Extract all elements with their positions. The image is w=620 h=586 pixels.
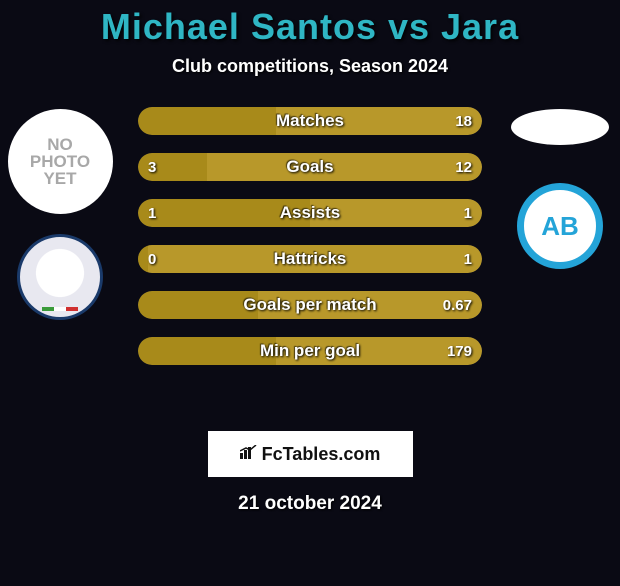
comparison-area: NOPHOTOYET Matches18Goals312Assists11Hat… — [0, 107, 620, 407]
stat-value-right: 1 — [464, 245, 472, 273]
left-player-avatar: NOPHOTOYET — [8, 109, 113, 214]
stat-value-right: 12 — [455, 153, 472, 181]
stat-bar: Min per goal179 — [138, 337, 482, 365]
stat-bar: Assists1 1 — [138, 199, 482, 227]
stat-label: Assists — [138, 199, 482, 227]
stat-value-right: 1 — [464, 199, 472, 227]
stat-label: Goals — [138, 153, 482, 181]
stat-bar: Hattricks0 1 — [138, 245, 482, 273]
right-player-avatar — [511, 109, 609, 145]
brand-badge: FcTables.com — [208, 431, 413, 477]
stat-label: Goals per match — [138, 291, 482, 319]
date-text: 21 october 2024 — [0, 493, 620, 515]
stat-bar: Goals per match0.67 — [138, 291, 482, 319]
left-player-column: NOPHOTOYET — [0, 107, 120, 320]
page-subtitle: Club competitions, Season 2024 — [0, 56, 620, 77]
stat-value-left: 0 — [148, 245, 156, 273]
left-club-badge — [17, 234, 103, 320]
right-player-column: AB — [500, 107, 620, 269]
stat-value-left: 1 — [148, 199, 156, 227]
stat-value-right: 179 — [447, 337, 472, 365]
stat-bar: Matches18 — [138, 107, 482, 135]
brand-text: FcTables.com — [262, 444, 381, 465]
stat-value-right: 0.67 — [443, 291, 472, 319]
stat-value-left: 3 — [148, 153, 156, 181]
right-club-badge: AB — [517, 183, 603, 269]
stat-value-right: 18 — [455, 107, 472, 135]
page-title: Michael Santos vs Jara — [0, 6, 620, 48]
stat-label: Hattricks — [138, 245, 482, 273]
stat-label: Min per goal — [138, 337, 482, 365]
chart-icon — [240, 445, 258, 463]
stat-bars: Matches18Goals312Assists11Hattricks01Goa… — [138, 107, 482, 365]
stat-bar: Goals3 12 — [138, 153, 482, 181]
stat-label: Matches — [138, 107, 482, 135]
